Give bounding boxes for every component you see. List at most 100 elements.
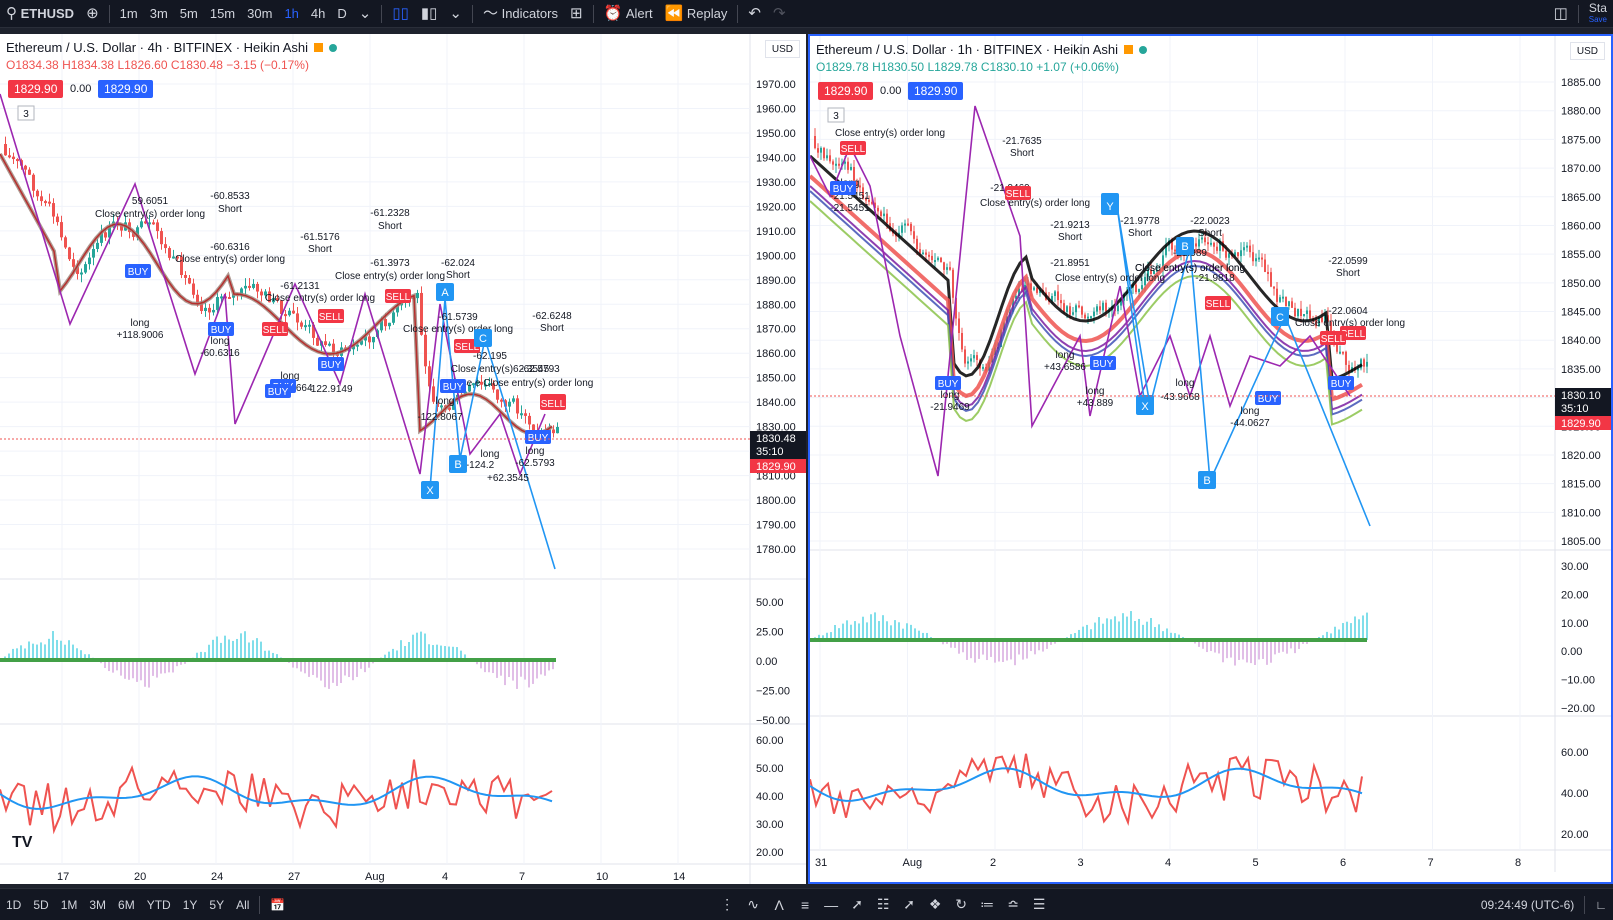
strategy-annotation: long <box>481 449 500 460</box>
interval-dropdown[interactable]: ⌄ <box>353 0 378 28</box>
layout-icon: ◫ <box>1553 4 1568 22</box>
candle-body <box>865 198 867 201</box>
histogram-bar <box>1086 624 1088 640</box>
range-all[interactable]: All <box>236 897 250 912</box>
range-5y[interactable]: 5Y <box>209 897 225 912</box>
currency-select[interactable]: USD <box>764 40 800 58</box>
alert-button[interactable]: ⏰ Alert <box>598 0 659 28</box>
interval-5m[interactable]: 5m <box>179 6 198 21</box>
sell-price-button[interactable]: 1829.90 <box>8 80 64 98</box>
zoom-badge-label: 3 <box>833 111 839 122</box>
interval-15m[interactable]: 15m <box>209 6 236 21</box>
candle-body <box>524 413 527 416</box>
compare-button[interactable]: ⊕ <box>80 0 105 28</box>
histogram-bar <box>36 644 38 660</box>
chart-type-button[interactable]: ▮▯ <box>415 0 444 28</box>
histogram-bar <box>1102 623 1104 640</box>
bottom-toolbar: 1D 5D 1M 3M 6M YTD 1Y 5Y All 📅 ⋮ ∿ Λ ≡ —… <box>0 888 1613 920</box>
range-5d[interactable]: 5D <box>33 897 49 912</box>
strategy-annotation: +62.3545 <box>487 473 529 484</box>
symbol-search[interactable]: ⚲ ETHUSD <box>0 0 80 28</box>
fib-tool-icon[interactable]: ≡ <box>801 896 810 913</box>
strategy-annotation: Short <box>308 244 332 255</box>
candle-body <box>360 340 363 345</box>
candle-body <box>901 225 903 233</box>
interval-1h[interactable]: 1h <box>284 6 299 21</box>
strategy-annotation: Short <box>1010 148 1034 159</box>
save-button[interactable]: Sta Save <box>1588 0 1607 24</box>
interval-1m[interactable]: 1m <box>119 6 138 21</box>
histogram-bar <box>136 660 138 682</box>
osc2-tick-label: 40.00 <box>756 791 784 803</box>
strategy-annotation: long <box>281 371 300 382</box>
range-1y[interactable]: 1Y <box>182 897 198 912</box>
chart-type-dropdown[interactable]: ⌄ <box>443 0 468 28</box>
candle-body <box>883 213 885 217</box>
xabcd-pattern-icon[interactable]: ❖ <box>928 896 942 912</box>
indicators-button[interactable]: 〜 Indicators <box>477 0 564 28</box>
redo-button[interactable]: ↷ <box>767 0 792 28</box>
histogram-bar <box>858 623 860 640</box>
clock-time[interactable]: 09:24:49 (UTC-6) <box>1480 897 1575 912</box>
chart-canvas-1h[interactable]: 1885.00 1880.00 1875.00 1870.00 1865.00 1860.… <box>810 36 1611 882</box>
templates-button[interactable]: ⊞ <box>564 0 589 28</box>
goto-date-button[interactable]: 📅 <box>264 898 291 912</box>
interval-30m[interactable]: 30m <box>247 6 273 21</box>
parallel-channel-icon[interactable]: ≔ <box>980 896 995 912</box>
range-ytd[interactable]: YTD <box>146 897 171 912</box>
strategy-annotation: -43.9668 <box>1160 392 1200 403</box>
price-tick-label: 1910.00 <box>756 226 796 238</box>
range-6m[interactable]: 6M <box>118 897 135 912</box>
chart-panel-4h[interactable]: 1970.00 1960.00 1950.00 1940.00 1930.00 1920.… <box>0 34 806 884</box>
order-tag-label: SELL <box>1341 329 1366 340</box>
pitchfork-icon[interactable]: ≏ <box>1007 896 1019 912</box>
sell-price-button[interactable]: 1829.90 <box>818 82 874 100</box>
undo-button[interactable]: ↶ <box>742 0 767 28</box>
currency-select[interactable]: USD <box>1569 42 1605 60</box>
trend-line-icon[interactable]: ➚ <box>851 896 863 912</box>
interval-d[interactable]: D <box>337 6 347 21</box>
histogram-bar <box>982 640 984 655</box>
pattern-point-box <box>421 481 439 499</box>
range-3m[interactable]: 3M <box>89 897 107 912</box>
price-tick-label: 1835.00 <box>1561 364 1601 376</box>
candle-body <box>1288 301 1290 307</box>
time-tick-label: 7 <box>519 871 525 883</box>
abc-pattern-icon[interactable]: Λ <box>774 896 784 913</box>
bars-pattern-icon[interactable]: ☷ <box>876 896 890 912</box>
candle-body <box>1099 306 1101 311</box>
series-legend[interactable]: Ethereum / U.S. Dollar · 4h · BITFINEX ·… <box>6 40 337 55</box>
layout-button[interactable]: ◫ <box>1548 0 1574 28</box>
chart-canvas-4h[interactable]: 1970.00 1960.00 1950.00 1940.00 1930.00 1920.… <box>0 34 806 884</box>
interval-4h[interactable]: 4h <box>310 6 326 21</box>
buy-price-button[interactable]: 1829.90 <box>908 82 964 100</box>
pattern-point-label: B <box>454 459 461 471</box>
candle-body <box>272 298 275 303</box>
histogram-bar <box>160 660 162 674</box>
range-1m[interactable]: 1M <box>60 897 78 912</box>
ray-icon[interactable]: ➚ <box>903 896 915 912</box>
candle-body <box>1174 249 1176 252</box>
osc2-tick-label: 40.00 <box>1561 788 1589 800</box>
buy-price-button[interactable]: 1829.90 <box>98 80 154 98</box>
range-1d[interactable]: 1D <box>6 897 22 912</box>
candle-body <box>304 325 307 328</box>
cycle-icon[interactable]: ↻ <box>955 896 967 912</box>
histogram-bar <box>436 644 438 660</box>
interval-3m[interactable]: 3m <box>149 6 168 21</box>
order-tag-label: SELL <box>1206 299 1231 310</box>
fib-retracement-icon[interactable]: ☰ <box>1032 896 1046 912</box>
adjust-button[interactable]: ∟ <box>1595 897 1607 912</box>
replay-button[interactable]: ⏪ Replay <box>659 0 734 28</box>
candle-body <box>820 147 822 153</box>
candle-body <box>868 199 870 202</box>
drawing-tool-icon[interactable]: ⋮ <box>720 896 735 912</box>
rsi-ma-line <box>0 775 553 810</box>
pattern-tool-icon[interactable]: ∿ <box>747 896 759 912</box>
bar-style-button[interactable]: ▯▯ <box>386 0 415 28</box>
chart-panel-1h[interactable]: 1885.00 1880.00 1875.00 1870.00 1865.00 1860.… <box>808 34 1613 884</box>
horizontal-line-icon[interactable]: — <box>824 896 839 913</box>
histogram-bar <box>452 646 454 660</box>
histogram-bar <box>1030 640 1032 652</box>
series-legend[interactable]: Ethereum / U.S. Dollar · 1h · BITFINEX ·… <box>816 42 1147 57</box>
